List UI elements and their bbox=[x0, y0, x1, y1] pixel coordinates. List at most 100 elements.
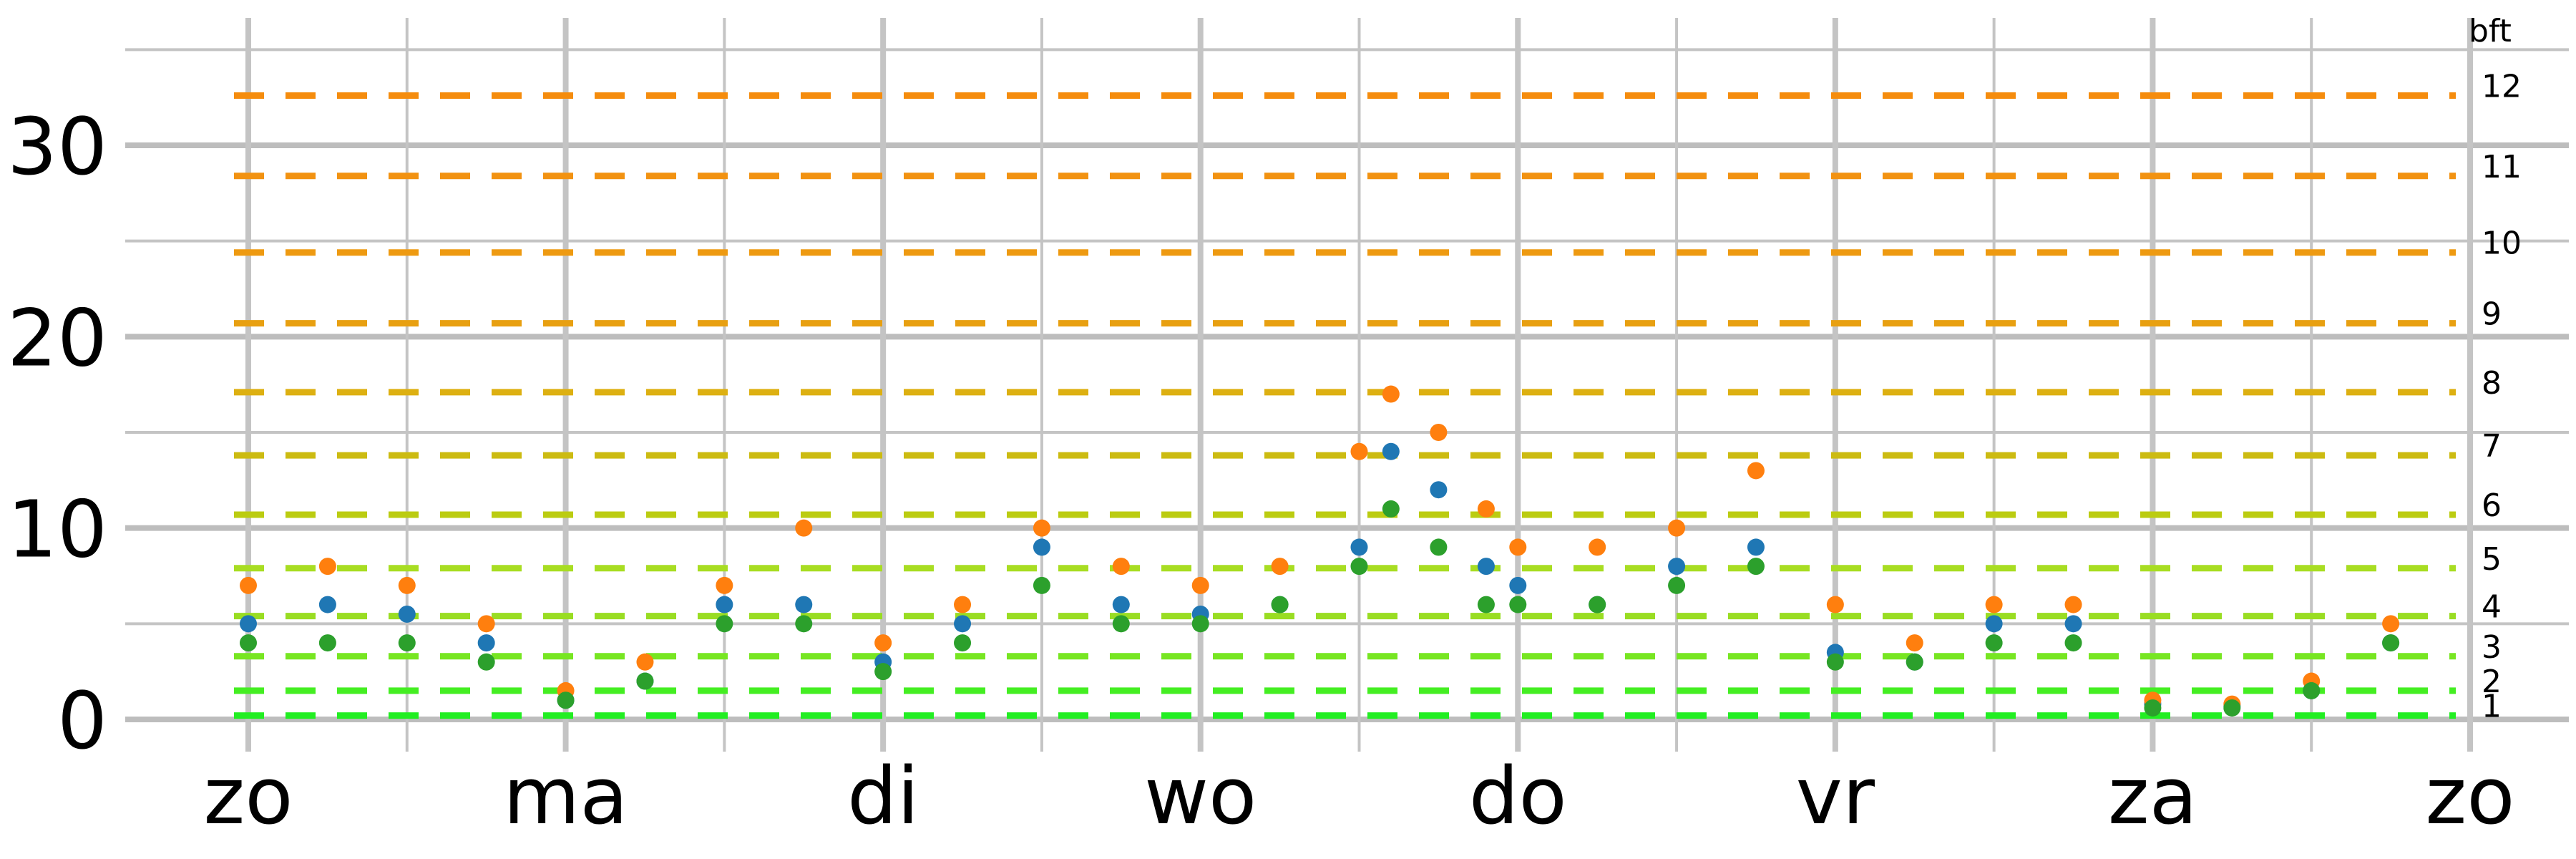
beaufort-level-label: 1 bbox=[2482, 689, 2502, 725]
data-point bbox=[716, 615, 733, 633]
data-point bbox=[1747, 558, 1765, 576]
data-point bbox=[1509, 576, 1527, 594]
data-point bbox=[1112, 558, 1130, 576]
x-axis-tick-labels: zo ma di wo do vr za zo bbox=[203, 750, 2514, 842]
data-point bbox=[477, 634, 495, 652]
x-tick-label: do bbox=[1469, 750, 1567, 842]
data-point bbox=[1382, 500, 1400, 518]
beaufort-level-label: 5 bbox=[2482, 541, 2502, 578]
beaufort-level-label: 12 bbox=[2482, 68, 2522, 105]
data-point bbox=[795, 519, 813, 537]
data-point bbox=[2064, 634, 2082, 652]
data-point bbox=[1271, 596, 1289, 613]
data-point bbox=[1826, 653, 1844, 671]
data-point bbox=[1589, 538, 1606, 556]
data-point bbox=[1350, 538, 1368, 556]
data-point bbox=[1906, 653, 1923, 671]
beaufort-level-label: 10 bbox=[2482, 225, 2522, 262]
data-point bbox=[1033, 519, 1050, 537]
x-tick-label: vr bbox=[1796, 750, 1875, 842]
data-point bbox=[1509, 538, 1527, 556]
y-tick-label: 30 bbox=[7, 101, 107, 193]
data-point bbox=[318, 558, 336, 576]
data-point bbox=[2382, 634, 2400, 652]
data-point bbox=[1112, 596, 1130, 613]
beaufort-level-label: 9 bbox=[2482, 296, 2502, 333]
data-point bbox=[954, 634, 972, 652]
data-point bbox=[240, 576, 257, 594]
data-point bbox=[240, 615, 257, 633]
y-tick-label: 20 bbox=[7, 292, 107, 384]
data-point bbox=[1350, 558, 1368, 576]
data-point bbox=[1985, 596, 2003, 613]
data-points bbox=[240, 385, 2400, 717]
data-point bbox=[2144, 699, 2162, 717]
data-point bbox=[954, 596, 972, 613]
data-point bbox=[1271, 558, 1289, 576]
data-point bbox=[2064, 596, 2082, 613]
data-point bbox=[874, 634, 892, 652]
data-point bbox=[1985, 615, 2003, 633]
data-point bbox=[1430, 481, 1448, 499]
data-point bbox=[1826, 596, 1844, 613]
data-point bbox=[1191, 576, 1209, 594]
beaufort-threshold-lines bbox=[234, 92, 2456, 719]
data-point bbox=[1668, 558, 1686, 576]
data-point bbox=[1430, 424, 1448, 441]
data-point bbox=[1477, 596, 1495, 613]
data-point bbox=[1382, 385, 1400, 403]
data-point bbox=[2382, 615, 2400, 633]
data-point bbox=[240, 634, 257, 652]
y-tick-label: 10 bbox=[7, 484, 107, 576]
data-point bbox=[1350, 442, 1368, 460]
x-tick-label: zo bbox=[203, 750, 293, 842]
data-point bbox=[318, 596, 336, 613]
beaufort-level-label: 11 bbox=[2482, 149, 2522, 185]
data-point bbox=[1906, 634, 1923, 652]
data-point bbox=[2303, 681, 2321, 699]
y-tick-label: 0 bbox=[57, 675, 107, 767]
data-point bbox=[1033, 576, 1050, 594]
beaufort-level-label: 7 bbox=[2482, 428, 2502, 465]
beaufort-level-label: 4 bbox=[2482, 589, 2502, 626]
data-point bbox=[1382, 442, 1400, 460]
beaufort-level-label: 6 bbox=[2482, 487, 2502, 524]
data-point bbox=[795, 596, 813, 613]
data-point bbox=[1477, 558, 1495, 576]
data-point bbox=[1112, 615, 1130, 633]
x-tick-label: za bbox=[2108, 750, 2197, 842]
data-point bbox=[477, 653, 495, 671]
data-point bbox=[1668, 576, 1686, 594]
data-point bbox=[1430, 538, 1448, 556]
beaufort-level-label: 8 bbox=[2482, 365, 2502, 402]
data-point bbox=[557, 691, 575, 709]
beaufort-scale-title: bft bbox=[2469, 13, 2512, 49]
y-axis-tick-labels: 0 10 20 30 bbox=[7, 101, 107, 767]
data-point bbox=[398, 605, 416, 623]
data-point bbox=[716, 596, 733, 613]
beaufort-level-label: 2 bbox=[2482, 664, 2502, 700]
data-point bbox=[1747, 462, 1765, 480]
data-point bbox=[1477, 500, 1495, 518]
data-point bbox=[398, 634, 416, 652]
data-point bbox=[874, 663, 892, 681]
data-point bbox=[2223, 699, 2241, 717]
x-tick-label: zo bbox=[2425, 750, 2514, 842]
data-point bbox=[477, 615, 495, 633]
x-tick-label: ma bbox=[503, 750, 628, 842]
data-point bbox=[716, 576, 733, 594]
data-point bbox=[398, 576, 416, 594]
data-point bbox=[2064, 615, 2082, 633]
data-point bbox=[1509, 596, 1527, 613]
data-point bbox=[1747, 538, 1765, 556]
x-tick-label: di bbox=[847, 750, 919, 842]
data-point bbox=[795, 615, 813, 633]
data-point bbox=[636, 653, 654, 671]
data-point bbox=[1985, 634, 2003, 652]
grid-lines bbox=[125, 18, 2569, 752]
data-point bbox=[1033, 538, 1050, 556]
x-tick-label: wo bbox=[1144, 750, 1257, 842]
data-point bbox=[1191, 615, 1209, 633]
